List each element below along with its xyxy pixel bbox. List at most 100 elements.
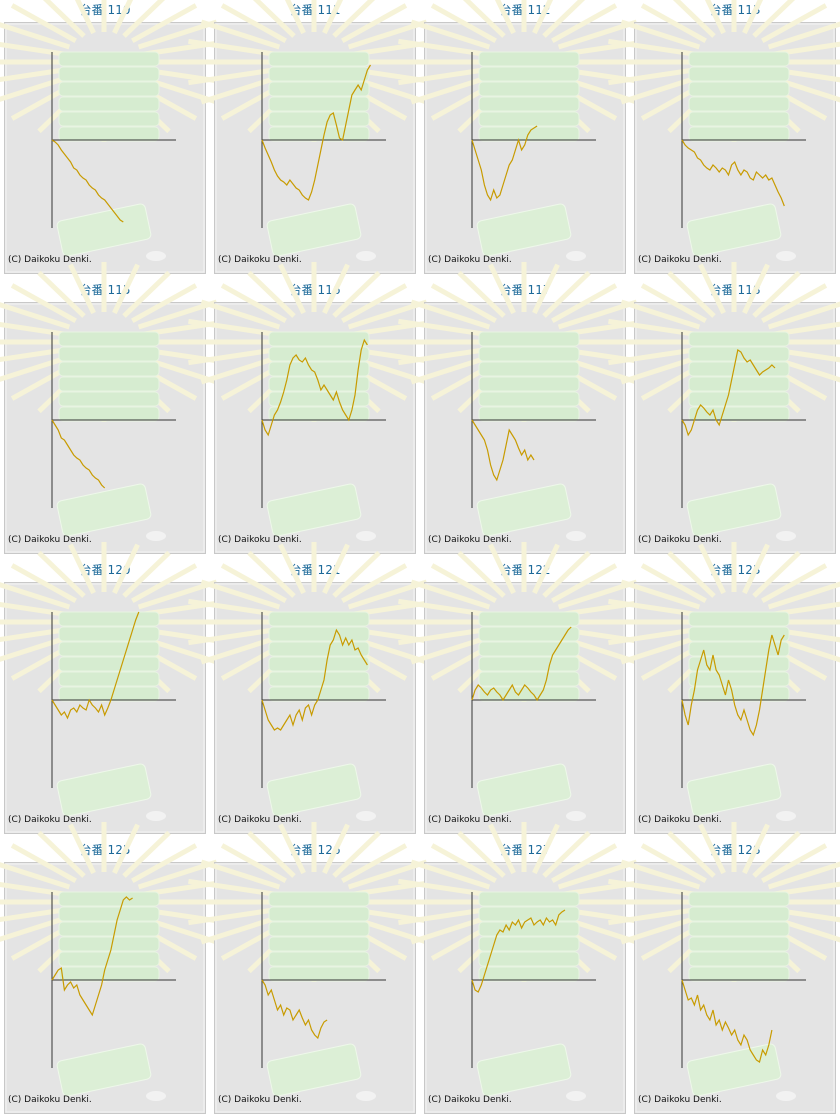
background-tray bbox=[688, 686, 790, 702]
background-ray bbox=[0, 881, 66, 897]
background-tray bbox=[688, 51, 790, 67]
background-tray bbox=[58, 406, 160, 422]
background-dish bbox=[776, 251, 796, 261]
background-ray bbox=[284, 0, 306, 35]
background-ray bbox=[410, 579, 491, 610]
background-ray bbox=[551, 563, 618, 603]
background-ray bbox=[0, 67, 66, 83]
background-ray bbox=[742, 0, 764, 35]
data-line bbox=[471, 909, 566, 993]
background-box bbox=[56, 1043, 152, 1097]
background-ray bbox=[332, 830, 381, 878]
background-box bbox=[686, 203, 782, 257]
chart-panel: (C) Daikoku Denki. bbox=[604, 822, 840, 1114]
background-ray bbox=[0, 627, 66, 643]
background-ray bbox=[457, 270, 506, 318]
background-ray bbox=[542, 550, 591, 598]
background-box bbox=[56, 203, 152, 257]
background-ray bbox=[112, 543, 140, 595]
background-ray bbox=[347, 19, 428, 50]
background-ray bbox=[68, 823, 96, 875]
background-ray bbox=[37, 830, 86, 878]
background-ray bbox=[10, 283, 77, 323]
background-ray bbox=[74, 0, 96, 35]
background-tray bbox=[688, 376, 790, 392]
background-ray bbox=[620, 299, 701, 330]
background-tray bbox=[478, 96, 580, 112]
background-tray bbox=[268, 686, 370, 702]
background-ray bbox=[0, 601, 66, 617]
background-tray bbox=[688, 656, 790, 672]
chart-panel: (C) Daikoku Denki. bbox=[0, 262, 234, 554]
background-ray bbox=[0, 41, 66, 57]
data-line bbox=[51, 896, 133, 1017]
background-ray bbox=[200, 74, 281, 105]
background-ray bbox=[542, 270, 591, 318]
background-ray bbox=[532, 543, 560, 595]
background-ray bbox=[398, 627, 486, 646]
background-ray bbox=[608, 907, 696, 926]
copyright: (C) Daikoku Denki. bbox=[8, 815, 92, 825]
background-box bbox=[476, 1043, 572, 1097]
background-ray bbox=[10, 843, 77, 883]
copyright: (C) Daikoku Denki. bbox=[428, 535, 512, 545]
background-ray bbox=[220, 283, 287, 323]
background-tray bbox=[478, 346, 580, 362]
background-box bbox=[476, 483, 572, 537]
background-ray bbox=[188, 598, 276, 617]
background-ray bbox=[0, 907, 66, 923]
background-ray bbox=[457, 830, 506, 878]
background-tray bbox=[58, 96, 160, 112]
background-ray bbox=[608, 878, 696, 897]
background-ray bbox=[0, 354, 71, 382]
background-tray bbox=[58, 626, 160, 642]
background-ray bbox=[332, 0, 376, 38]
background-ray bbox=[122, 270, 171, 318]
background-ray bbox=[532, 0, 554, 35]
background-ray bbox=[640, 3, 707, 43]
background-dish bbox=[566, 531, 586, 541]
background-ray bbox=[542, 0, 586, 38]
chart-panel: (C) Daikoku Denki. bbox=[394, 262, 654, 554]
background-tray bbox=[58, 126, 160, 142]
background-ray bbox=[557, 859, 638, 890]
background-tray bbox=[478, 921, 580, 937]
background-dish bbox=[146, 1091, 166, 1101]
data-line bbox=[471, 419, 535, 482]
background-tray bbox=[58, 66, 160, 82]
background-box bbox=[686, 483, 782, 537]
background-dish bbox=[146, 811, 166, 821]
data-line bbox=[261, 979, 328, 1040]
background-tray bbox=[688, 671, 790, 687]
background-tray bbox=[478, 111, 580, 127]
background-ray bbox=[188, 38, 276, 57]
background-ray bbox=[200, 859, 281, 890]
background-tray bbox=[268, 626, 370, 642]
background-ray bbox=[462, 0, 506, 38]
background-tray bbox=[58, 891, 160, 907]
background-ray bbox=[620, 914, 701, 945]
background-tray bbox=[268, 406, 370, 422]
chart-panel: (C) Daikoku Denki. bbox=[604, 262, 840, 554]
chart-panel: (C) Daikoku Denki. bbox=[0, 0, 234, 274]
background-box bbox=[266, 763, 362, 817]
copyright: (C) Daikoku Denki. bbox=[638, 255, 722, 265]
background-ray bbox=[551, 843, 618, 883]
background-ray bbox=[341, 283, 408, 323]
background-tray bbox=[688, 891, 790, 907]
background-ray bbox=[698, 543, 726, 595]
background-ray bbox=[0, 302, 71, 330]
background-ray bbox=[131, 283, 198, 323]
background-ray bbox=[137, 19, 218, 50]
background-ray bbox=[131, 843, 198, 883]
background-ray bbox=[341, 563, 408, 603]
background-tray bbox=[268, 656, 370, 672]
chart-panel: (C) Daikoku Denki. bbox=[604, 542, 840, 834]
background-ray bbox=[761, 843, 828, 883]
background-ray bbox=[542, 830, 591, 878]
background-box bbox=[266, 1043, 362, 1097]
chart-panel: (C) Daikoku Denki. bbox=[184, 262, 444, 554]
background-box bbox=[56, 483, 152, 537]
background-ray bbox=[322, 0, 344, 35]
background-ray bbox=[620, 354, 701, 385]
